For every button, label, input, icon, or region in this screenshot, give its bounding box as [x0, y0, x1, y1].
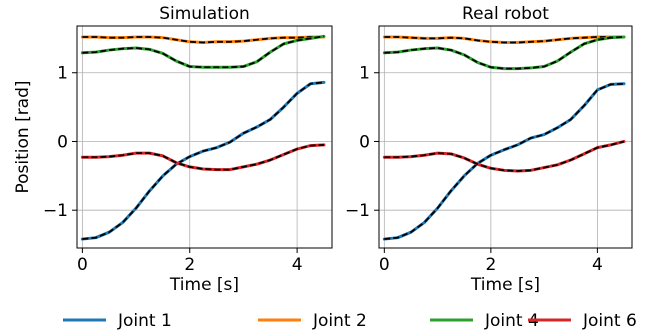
panel-simulation: 0 2 4 −1 0 1 Simulation Time [s] Position [ra…	[13, 4, 333, 295]
x-tick-label: 0	[379, 255, 390, 275]
legend: Joint 1 Joint 2 Joint 4 Joint 6	[63, 311, 637, 331]
y-tick-label: 0	[57, 132, 68, 152]
x-axis-label-simulation: Time [s]	[169, 275, 239, 295]
y-tick-label: −1	[345, 201, 370, 221]
series-line-joint-1	[80, 80, 326, 241]
panel-title-real-robot: Real robot	[462, 4, 549, 24]
x-axis-label-real-robot: Time [s]	[470, 275, 540, 295]
legend-label-joint-2: Joint 2	[312, 311, 367, 331]
legend-label-joint-4: Joint 4	[484, 311, 539, 331]
x-tick-label: 2	[184, 255, 195, 275]
legend-label-joint-1: Joint 1	[117, 311, 172, 331]
plot-frame-real-robot	[378, 25, 633, 249]
reference-dashed-line-joint-1	[384, 82, 625, 240]
y-tick-label: 1	[359, 64, 370, 84]
reference-dashed-line-joint-4	[384, 36, 625, 70]
series-line-joint-6	[80, 143, 326, 172]
reference-dashed-line-joint-6	[82, 144, 324, 171]
series-line-joint-6	[382, 139, 626, 173]
x-tick-label: 2	[485, 255, 496, 275]
y-tick-label: −1	[43, 201, 68, 221]
y-tick-label: 1	[57, 64, 68, 84]
plot-frame-simulation	[76, 25, 333, 249]
panel-title-simulation: Simulation	[159, 4, 250, 24]
x-tick-label: 0	[77, 255, 88, 275]
y-axis-label: Position [rad]	[13, 80, 33, 193]
reference-dashed-line-joint-1	[82, 81, 325, 240]
series-line-joint-1	[382, 82, 626, 241]
reference-dashed-line-joint-2	[82, 36, 324, 44]
series-line-joint-4	[80, 34, 326, 69]
y-tick-label: 0	[359, 132, 370, 152]
x-tick-label: 4	[592, 255, 603, 275]
panel-real-robot: 0 2 4 −1 0 1 Real robot Time [s]	[345, 4, 633, 295]
legend-label-joint-6: Joint 6	[582, 311, 637, 331]
reference-dashed-line-joint-2	[384, 36, 625, 44]
reference-dashed-line-joint-4	[82, 35, 325, 69]
reference-dashed-line-joint-6	[384, 140, 625, 172]
x-tick-label: 4	[292, 255, 303, 275]
